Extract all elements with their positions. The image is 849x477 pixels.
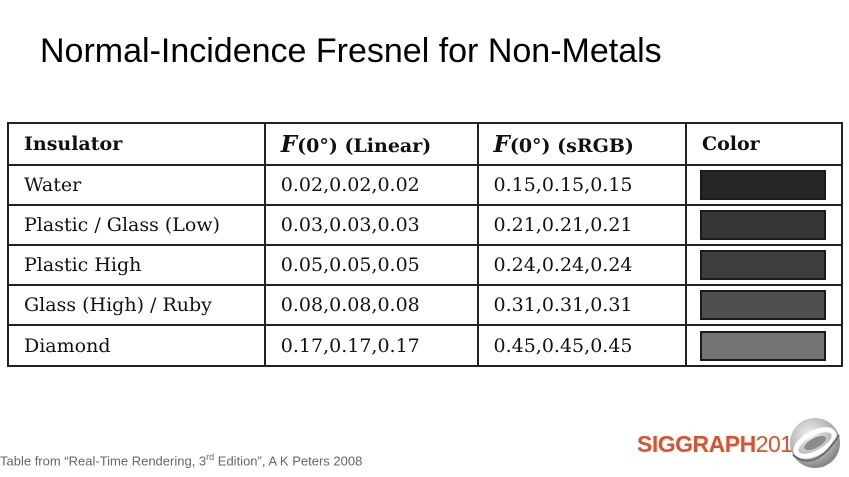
siggraph-swirl-icon	[790, 418, 840, 468]
header-color: Color	[685, 122, 843, 166]
color-cell	[685, 244, 843, 286]
linear-cell: 0.17,0.17,0.17	[263, 324, 479, 367]
linear-cell: 0.03,0.03,0.03	[263, 204, 479, 246]
header-linear-label: (0°) (Linear)	[297, 134, 432, 157]
color-swatch	[700, 290, 826, 320]
insulator-cell: Diamond	[7, 324, 266, 367]
srgb-cell: 0.21,0.21,0.21	[476, 204, 687, 246]
insulator-cell: Glass (High) / Ruby	[7, 284, 266, 326]
header-insulator: Insulator	[7, 122, 266, 166]
caption-superscript: rd	[206, 452, 215, 462]
linear-cell: 0.02,0.02,0.02	[263, 164, 479, 206]
insulator-cell: Water	[7, 164, 266, 206]
logo-wordmark: SIGGRAPH2012	[637, 431, 805, 458]
header-srgb: F(0°) (sRGB)	[476, 122, 687, 166]
caption-text: Table from “Real-Time Rendering, 3	[0, 453, 207, 469]
insulator-cell: Plastic / Glass (Low)	[7, 204, 266, 246]
color-swatch	[700, 170, 826, 200]
table-row: Water 0.02,0.02,0.02 0.15,0.15,0.15	[7, 164, 843, 206]
caption-text-end: Edition”, A K Peters 2008	[214, 453, 363, 469]
insulator-cell: Plastic High	[7, 244, 266, 286]
srgb-cell: 0.15,0.15,0.15	[476, 164, 687, 206]
srgb-cell: 0.45,0.45,0.45	[476, 324, 687, 367]
source-caption: Table from “Real-Time Rendering, 3rd Edi…	[0, 452, 362, 468]
fresnel-table: Insulator F(0°) (Linear) F(0°) (sRGB) Co…	[7, 122, 843, 367]
srgb-cell: 0.31,0.31,0.31	[476, 284, 687, 326]
siggraph-logo: SIGGRAPH2012	[637, 413, 845, 473]
table-row: Glass (High) / Ruby 0.08,0.08,0.08 0.31,…	[7, 284, 843, 326]
table-header-row: Insulator F(0°) (Linear) F(0°) (sRGB) Co…	[7, 122, 843, 166]
color-cell	[685, 204, 843, 246]
color-cell	[685, 164, 843, 206]
srgb-cell: 0.24,0.24,0.24	[476, 244, 687, 286]
header-srgb-label: (0°) (sRGB)	[509, 134, 634, 157]
table-row: Plastic / Glass (Low) 0.03,0.03,0.03 0.2…	[7, 204, 843, 246]
slide-title: Normal-Incidence Fresnel for Non-Metals	[40, 32, 662, 70]
color-swatch	[700, 330, 826, 361]
color-swatch	[700, 210, 826, 240]
table-row: Plastic High 0.05,0.05,0.05 0.24,0.24,0.…	[7, 244, 843, 286]
f-symbol: F	[493, 130, 510, 158]
color-swatch	[700, 250, 826, 280]
f-symbol: F	[280, 130, 298, 158]
header-linear: F(0°) (Linear)	[263, 122, 479, 166]
logo-word: SIGGRAPH	[637, 431, 756, 457]
linear-cell: 0.08,0.08,0.08	[263, 284, 479, 326]
linear-cell: 0.05,0.05,0.05	[263, 244, 479, 286]
color-cell	[685, 324, 843, 367]
color-cell	[685, 284, 843, 326]
table-row: Diamond 0.17,0.17,0.17 0.45,0.45,0.45	[7, 324, 843, 367]
